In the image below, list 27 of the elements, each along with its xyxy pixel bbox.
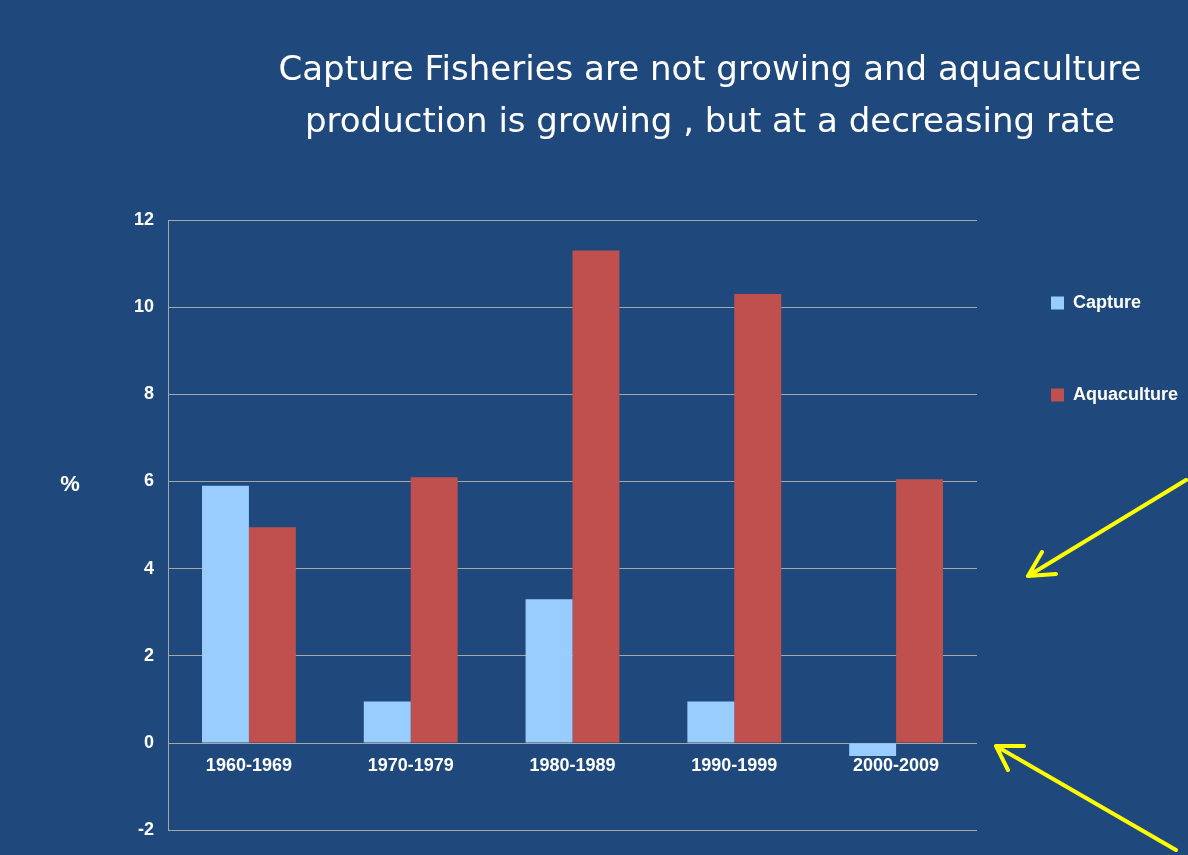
bar bbox=[202, 485, 249, 743]
bar bbox=[572, 250, 620, 743]
x-tick-label: 1970-1979 bbox=[367, 754, 454, 775]
bar bbox=[687, 701, 735, 743]
bar bbox=[734, 294, 782, 743]
x-tick-label: 1990-1999 bbox=[691, 754, 778, 775]
x-tick-label: 1960-1969 bbox=[205, 754, 292, 775]
legend-label: Capture bbox=[1072, 291, 1141, 312]
bar bbox=[896, 479, 944, 743]
bar bbox=[363, 701, 411, 743]
chart-title: Capture Fisheries are not growing and aquaculture production is growing , but at a decreasing rate bbox=[277, 47, 1143, 142]
y-tick-label: 4 bbox=[144, 557, 155, 578]
y-tick-label: 2 bbox=[144, 644, 155, 665]
y-tick-label: 6 bbox=[144, 470, 155, 491]
bar bbox=[849, 743, 897, 757]
x-tick-label: 1980-1989 bbox=[529, 754, 616, 775]
bar bbox=[248, 527, 296, 743]
legend-label: Aquaculture bbox=[1072, 383, 1178, 404]
y-tick-label: 8 bbox=[144, 383, 155, 404]
y-tick-label: 12 bbox=[133, 208, 155, 229]
y-tick-label: 10 bbox=[133, 296, 155, 317]
bar bbox=[525, 599, 573, 743]
x-tick-label: 2000-2009 bbox=[853, 754, 940, 775]
bar bbox=[410, 477, 458, 743]
y-tick-label: 0 bbox=[144, 732, 155, 752]
y-tick-label: -2 bbox=[138, 819, 155, 840]
y-axis-title: % bbox=[60, 471, 80, 497]
